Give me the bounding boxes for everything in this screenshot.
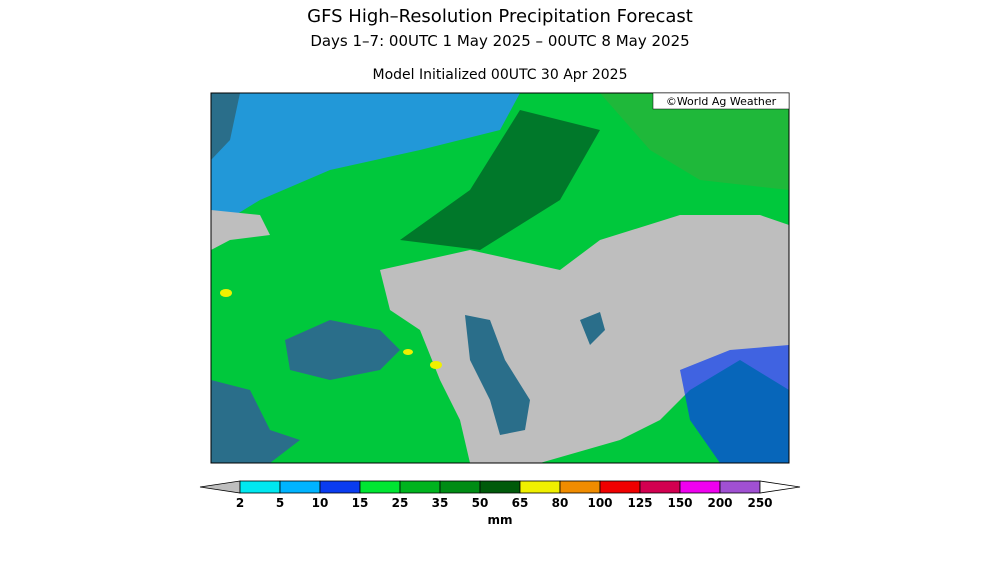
title: GFS High–Resolution Precipitation Foreca… [307,6,693,27]
color-swatch [359,480,401,494]
precip-area [680,345,789,463]
colorbar-tick-label: 80 [552,496,569,510]
land-dry [380,215,789,463]
caspian-sea [465,315,530,435]
map-frame [210,92,790,464]
color-swatch [279,480,321,494]
baltic [211,93,240,160]
precip-peak [403,349,413,355]
colorbar-tick-label: 5 [276,496,284,510]
colorbar-tick-label: 150 [667,496,692,510]
colorbar-tick-label: 10 [312,496,329,510]
color-swatch [399,480,441,494]
color-swatch [479,480,521,494]
above-arrow [759,480,801,494]
color-swatch [559,480,601,494]
below-arrow [199,480,241,494]
color-swatch [319,480,361,494]
color-swatch [679,480,721,494]
credit: ©World Ag Weather [666,95,777,108]
precip-area [211,93,520,230]
precip-area [400,110,600,250]
colorbar-unit: mm [487,513,512,527]
colorbar-tick-label: 25 [392,496,409,510]
init-time: Model Initialized 00UTC 30 Apr 2025 [373,67,628,83]
color-swatch [639,480,681,494]
aral-sea [580,312,605,345]
colorbar-tick-label: 250 [747,496,772,510]
mediterranean [211,380,300,463]
colorbar-tick-label: 125 [627,496,652,510]
color-swatch [439,480,481,494]
precip-area [420,93,789,190]
color-swatch [719,480,761,494]
precip-peak [220,289,232,297]
land-dry [211,210,270,250]
precip-peak [430,361,442,369]
color-swatch [599,480,641,494]
map: ©World Ag Weather [210,92,790,464]
color-swatch [239,480,281,494]
colorbar-tick-label: 200 [707,496,732,510]
color-swatch [519,480,561,494]
colorbar-tick-label: 2 [236,496,244,510]
black-sea [285,320,400,380]
colorbar-tick-label: 15 [352,496,369,510]
colorbar-tick-label: 65 [512,496,529,510]
colorbar-tick-label: 100 [587,496,612,510]
colorbar-tick-label: 50 [472,496,489,510]
subtitle: Days 1–7: 00UTC 1 May 2025 – 00UTC 8 May… [310,32,689,50]
colorbar-tick-label: 35 [432,496,449,510]
credit-box [652,92,790,110]
